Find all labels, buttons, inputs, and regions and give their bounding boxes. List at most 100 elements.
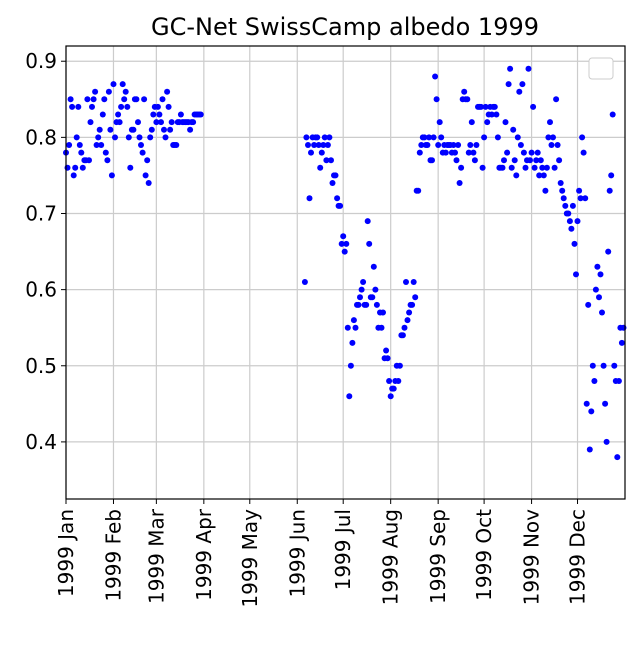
legend-box bbox=[588, 57, 614, 80]
data-point bbox=[583, 400, 590, 407]
data-point bbox=[536, 172, 543, 179]
data-point bbox=[404, 317, 411, 324]
data-point bbox=[597, 271, 604, 278]
x-axis: 1999 Jan 1999 Feb 1999 Mar 1999 Apr 1999 May… bbox=[54, 499, 590, 608]
data-point bbox=[153, 119, 160, 126]
data-point bbox=[329, 180, 336, 186]
data-point bbox=[72, 164, 79, 171]
data-point bbox=[602, 400, 609, 407]
data-point bbox=[416, 149, 423, 156]
data-point bbox=[608, 172, 615, 179]
data-point bbox=[588, 408, 595, 415]
data-point bbox=[401, 324, 408, 331]
data-point bbox=[479, 164, 486, 171]
data-point bbox=[542, 187, 549, 194]
data-point bbox=[533, 157, 540, 164]
data-point bbox=[315, 142, 322, 148]
data-point bbox=[399, 332, 406, 339]
data-point bbox=[373, 301, 380, 308]
data-point bbox=[321, 134, 328, 141]
data-point bbox=[543, 164, 550, 171]
data-point bbox=[150, 111, 157, 118]
data-point bbox=[467, 142, 474, 148]
data-point bbox=[470, 149, 477, 156]
data-point bbox=[355, 301, 362, 308]
data-point bbox=[306, 195, 313, 202]
data-point bbox=[527, 157, 533, 164]
data-point bbox=[125, 134, 132, 141]
data-point bbox=[162, 134, 169, 141]
data-point bbox=[138, 142, 144, 148]
data-point bbox=[107, 126, 114, 133]
data-point bbox=[450, 142, 457, 148]
data-point bbox=[320, 142, 327, 148]
data-point bbox=[565, 210, 572, 217]
data-point bbox=[579, 134, 586, 141]
data-point bbox=[430, 134, 437, 141]
data-point bbox=[534, 149, 541, 156]
data-point bbox=[136, 134, 143, 141]
data-point bbox=[76, 142, 83, 148]
data-point bbox=[78, 149, 85, 156]
x-tick-label: 1999 Oct bbox=[472, 509, 496, 601]
data-point bbox=[173, 142, 180, 148]
data-point bbox=[551, 164, 558, 171]
data-point bbox=[473, 142, 480, 148]
data-point bbox=[334, 195, 341, 202]
data-point bbox=[98, 142, 105, 148]
data-point bbox=[311, 142, 318, 148]
data-point bbox=[577, 195, 584, 202]
data-point bbox=[614, 454, 621, 461]
y-tick-label: 0.9 bbox=[25, 49, 57, 73]
data-point bbox=[545, 134, 552, 141]
data-point bbox=[318, 149, 325, 156]
data-point bbox=[159, 96, 166, 103]
data-point bbox=[145, 180, 152, 186]
data-point bbox=[90, 96, 97, 103]
data-point bbox=[511, 157, 518, 164]
y-tick-label: 0.5 bbox=[25, 354, 57, 378]
data-point bbox=[571, 240, 578, 247]
data-point bbox=[96, 126, 103, 133]
data-point bbox=[75, 103, 82, 110]
data-point bbox=[484, 119, 491, 126]
data-point bbox=[562, 202, 569, 209]
data-point bbox=[455, 142, 462, 148]
data-point bbox=[69, 103, 76, 110]
data-point bbox=[390, 385, 397, 392]
data-point bbox=[494, 134, 501, 141]
data-point bbox=[465, 149, 472, 156]
data-point bbox=[135, 119, 141, 126]
data-point bbox=[573, 271, 579, 278]
data-point bbox=[493, 111, 500, 118]
x-tick-label: 1999 Jan bbox=[54, 509, 78, 597]
data-point bbox=[504, 149, 511, 156]
data-point bbox=[456, 180, 463, 186]
data-point bbox=[363, 301, 370, 308]
x-tick-label: 1999 Feb bbox=[101, 509, 125, 602]
data-point bbox=[409, 301, 416, 308]
data-point bbox=[412, 294, 419, 301]
data-point bbox=[301, 279, 308, 285]
data-point bbox=[481, 134, 488, 141]
data-point bbox=[591, 378, 598, 384]
data-point bbox=[92, 88, 99, 95]
data-point bbox=[605, 248, 612, 255]
data-point bbox=[317, 164, 324, 171]
data-point bbox=[471, 157, 478, 164]
data-point bbox=[594, 263, 601, 270]
data-point bbox=[606, 187, 613, 194]
data-point bbox=[86, 157, 92, 164]
data-point bbox=[396, 362, 403, 369]
data-point bbox=[603, 438, 610, 445]
data-point bbox=[372, 286, 379, 293]
chart-title: GC-Net SwissCamp albedo 1999 bbox=[151, 13, 539, 41]
data-point bbox=[609, 111, 616, 118]
data-point bbox=[197, 111, 204, 118]
data-point bbox=[89, 103, 95, 110]
data-point bbox=[142, 172, 149, 179]
data-point bbox=[164, 88, 171, 95]
data-point bbox=[438, 134, 445, 141]
data-point bbox=[364, 218, 371, 225]
